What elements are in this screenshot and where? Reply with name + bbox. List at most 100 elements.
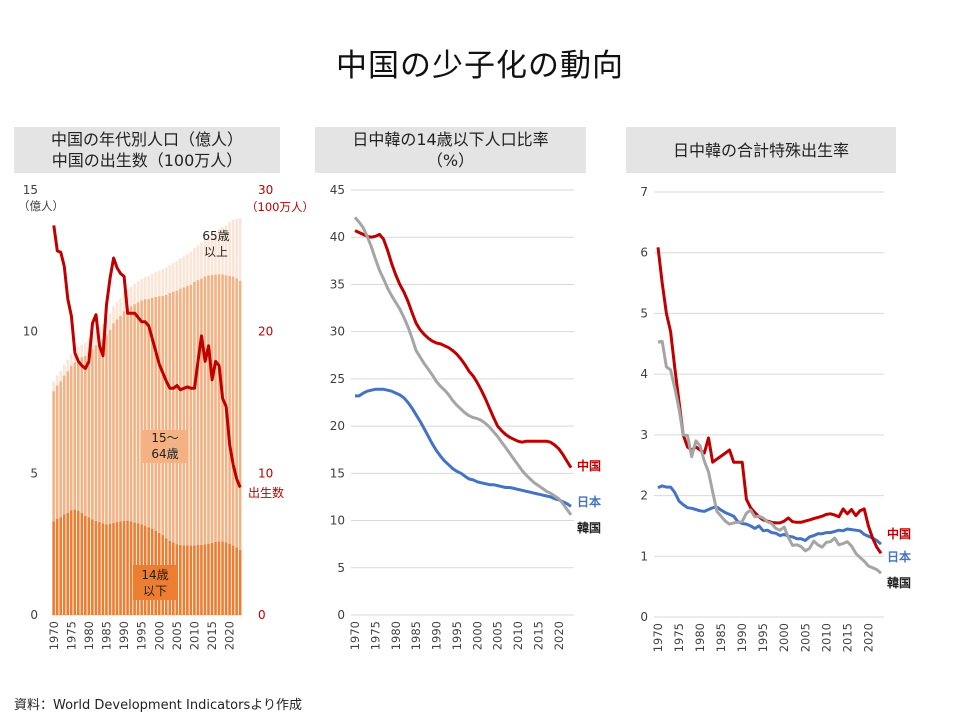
bar-age-15-64-1973 [62, 375, 66, 515]
bar-age-15-64-1979 [84, 355, 87, 516]
bar-age-15-64-2007 [182, 287, 186, 546]
bar-age-0-14-1987 [112, 522, 115, 615]
population-xtick-1975: 1975 [64, 621, 78, 650]
population-ytick-right-10: 10 [258, 466, 273, 480]
fertility-series-label-2: 韓国 [887, 575, 911, 590]
fertility-xtick-1985: 1985 [714, 623, 728, 652]
bar-age-15-64-1987 [112, 323, 115, 523]
bar-age-15-64-2012 [200, 278, 203, 545]
population-xtick-2020: 2020 [223, 621, 237, 650]
bar-age-65-plus-1973 [62, 364, 66, 376]
bar-age-65-plus-1987 [112, 306, 115, 324]
child-ratio-xtick-1980: 1980 [389, 621, 403, 650]
bar-age-65-plus-2000 [157, 270, 161, 297]
bar-age-0-14-2006 [179, 545, 182, 615]
bar-age-65-plus-1984 [101, 323, 105, 340]
fertility-xtick-2015: 2015 [840, 623, 854, 652]
bar-age-15-64-2005 [175, 290, 179, 545]
fertility-chart-title-line1: 日中韓の合計特殊出生率 [672, 140, 849, 160]
bar-age-15-64-1985 [105, 334, 108, 525]
bar-age-65-plus-1981 [91, 335, 94, 350]
bar-age-65-plus-2018 [221, 227, 224, 275]
population-chart-title-line2: 中国の出生数（100万人） [51, 151, 243, 170]
bar-age-0-14-2007 [182, 545, 186, 615]
bar-age-65-plus-1975 [69, 354, 73, 366]
bar-age-65-plus-2006 [179, 258, 182, 289]
bar-age-65-plus-2010 [193, 248, 196, 282]
bar-age-65-plus-2022 [235, 218, 238, 279]
bar-age-65-plus-2008 [186, 254, 189, 287]
bar-age-0-14-2008 [186, 545, 189, 615]
bar-age-15-64-2018 [221, 274, 224, 542]
bar-age-0-14-1991 [126, 520, 129, 615]
bar-age-0-14-1976 [73, 509, 77, 615]
child-ratio-line-0 [354, 229, 573, 469]
bar-age-15-64-1971 [55, 385, 59, 519]
bar-age-15-64-2003 [168, 292, 172, 541]
bar-age-0-14-2023 [238, 549, 242, 615]
bar-age-0-14-1985 [105, 524, 108, 615]
child-ratio-ytick-0: 0 [337, 608, 345, 622]
bar-age-15-64-2015 [210, 275, 214, 543]
fertility-ytick-0: 0 [640, 610, 648, 624]
bar-age-0-14-2016 [214, 541, 217, 615]
bar-age-15-64-1995 [140, 300, 143, 525]
fertility-xtick-1980: 1980 [693, 623, 707, 652]
bar-age-15-64-1981 [91, 349, 94, 520]
bar-age-0-14-2019 [224, 542, 228, 615]
bar-age-15-64-1970 [52, 391, 55, 522]
fertility-xtick-1975: 1975 [672, 623, 686, 652]
bar-age-15-64-1991 [126, 308, 129, 521]
bar-age-65-plus-2007 [182, 256, 186, 288]
label-age-65-plus-1: 65歳 [202, 229, 229, 243]
child-ratio-line-1 [355, 387, 572, 508]
population-ytick-left-15: 15 [23, 183, 38, 197]
child-ratio-xtick-1990: 1990 [430, 621, 444, 650]
bar-age-15-64-1982 [94, 345, 98, 521]
bar-age-65-plus-2021 [231, 219, 235, 277]
bar-age-15-64-1988 [115, 319, 119, 523]
child-ratio-ytick-40: 40 [330, 230, 345, 244]
fertility-ytick-5: 5 [640, 306, 648, 320]
bar-age-65-plus-1982 [94, 331, 98, 346]
fertility-ytick-1: 1 [640, 549, 648, 563]
fertility-xtick-2000: 2000 [777, 623, 791, 652]
bar-age-0-14-2021 [231, 545, 235, 615]
bar-age-65-plus-1989 [119, 298, 122, 317]
bar-age-65-plus-2016 [214, 231, 217, 275]
bar-age-0-14-1977 [76, 510, 80, 615]
bar-age-65-plus-1986 [108, 313, 112, 330]
bar-age-65-plus-1996 [143, 276, 147, 300]
bar-age-15-64-1997 [147, 299, 150, 528]
fertility-xtick-1995: 1995 [756, 623, 770, 652]
population-xtick-1980: 1980 [82, 621, 96, 650]
bar-age-15-64-1974 [66, 371, 70, 513]
population-ytick-left-10: 10 [23, 325, 38, 339]
bar-age-15-64-2006 [179, 288, 182, 546]
child-ratio-series-label-2: 韓国 [577, 520, 601, 535]
bar-age-0-14-1992 [129, 521, 133, 615]
child-ratio-xtick-1995: 1995 [450, 621, 464, 650]
child-ratio-xtick-2005: 2005 [491, 621, 505, 650]
bar-age-15-64-1990 [122, 311, 126, 521]
population-chart-title-line1: 中国の年代別人口（億人） [50, 130, 243, 149]
bar-age-65-plus-1990 [122, 292, 126, 312]
bar-age-65-plus-1995 [140, 278, 143, 301]
bar-age-15-64-1976 [73, 362, 77, 510]
child-ratio-chart-title: 日中韓の14歳以下人口比率 （%） [315, 127, 586, 173]
bar-age-0-14-1980 [87, 517, 91, 615]
bar-age-15-64-1994 [136, 302, 140, 524]
bar-age-0-14-2013 [203, 544, 207, 615]
label-age-0-14-2: 以下 [143, 584, 167, 598]
child-ratio-ytick-35: 35 [330, 277, 345, 291]
child-ratio-series-label-0: 中国 [577, 458, 601, 473]
population-ytick-right-30: 30 [258, 183, 273, 197]
child-ratio-xtick-2015: 2015 [531, 621, 545, 650]
bar-age-15-64-2023 [238, 280, 242, 550]
bar-age-65-plus-2001 [161, 269, 165, 296]
bar-age-65-plus-1998 [150, 273, 154, 298]
bar-age-65-plus-1994 [136, 281, 140, 303]
fertility-xtick-2020: 2020 [861, 623, 875, 652]
births-series-label: 出生数 [248, 485, 284, 500]
